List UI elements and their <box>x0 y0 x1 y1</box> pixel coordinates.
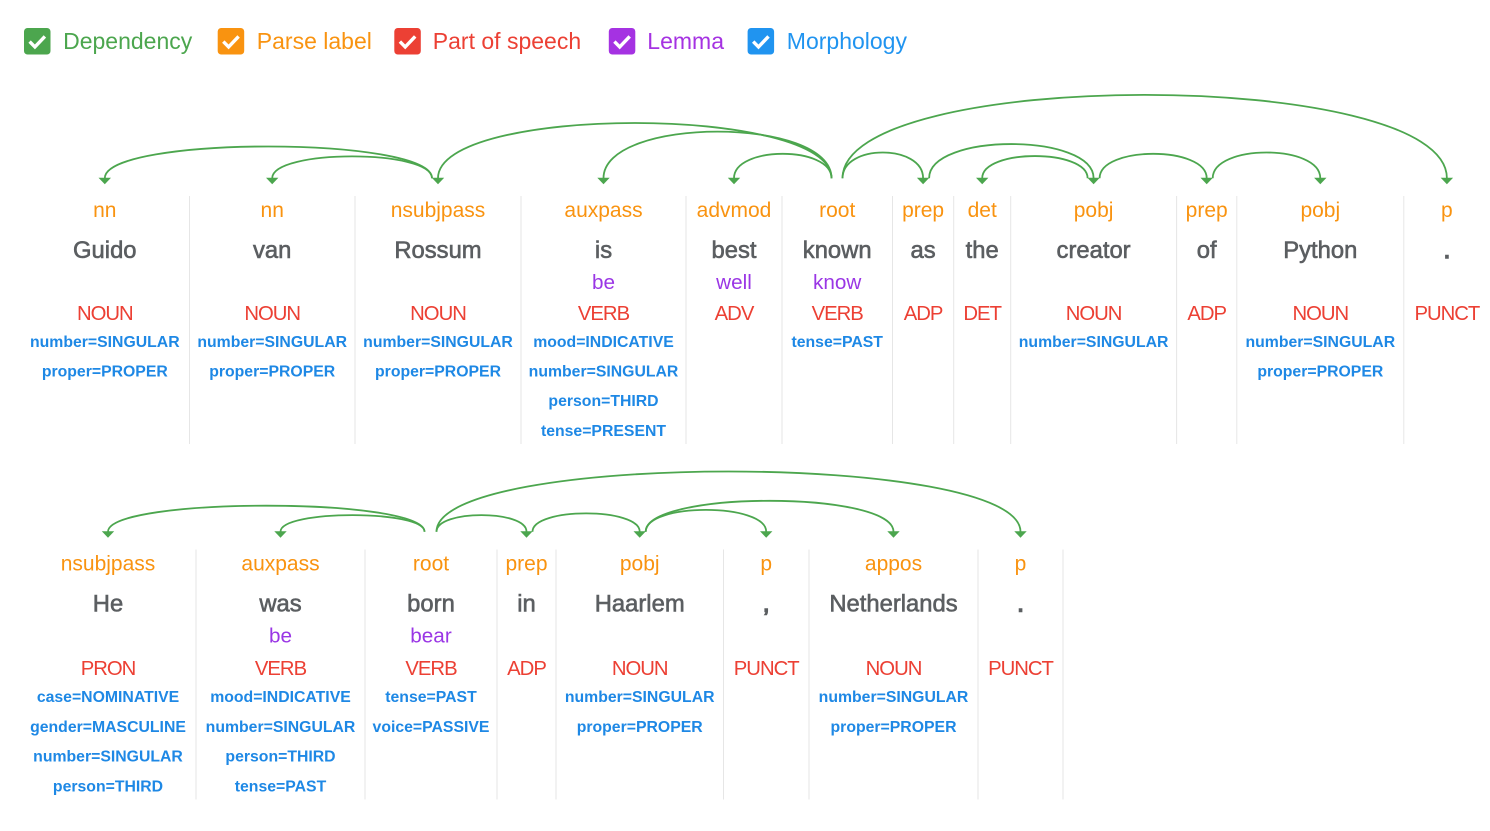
svg-text:NOUN: NOUN <box>612 658 668 680</box>
svg-text:number=SINGULAR: number=SINGULAR <box>1245 334 1395 351</box>
svg-text:number=SINGULAR: number=SINGULAR <box>30 334 180 351</box>
svg-text:person=THIRD: person=THIRD <box>548 393 658 410</box>
svg-text:gender=MASCULINE: gender=MASCULINE <box>30 719 186 736</box>
svg-text:proper=PROPER: proper=PROPER <box>209 364 336 381</box>
svg-text:DET: DET <box>963 303 1001 325</box>
svg-text:number=SINGULAR: number=SINGULAR <box>33 749 183 766</box>
svg-text:.: . <box>1017 591 1024 618</box>
svg-text:ADV: ADV <box>715 303 755 325</box>
svg-text:in: in <box>517 591 536 618</box>
svg-text:pobj: pobj <box>1074 199 1114 222</box>
svg-text:case=NOMINATIVE: case=NOMINATIVE <box>37 689 179 706</box>
svg-text:tense=PAST: tense=PAST <box>235 779 327 796</box>
svg-text:tense=PAST: tense=PAST <box>385 689 477 706</box>
svg-text:Rossum: Rossum <box>394 237 481 264</box>
svg-text:det: det <box>968 199 997 222</box>
svg-text:NOUN: NOUN <box>1292 303 1348 325</box>
svg-text:bear: bear <box>410 625 452 648</box>
svg-text:mood=INDICATIVE: mood=INDICATIVE <box>210 689 351 706</box>
svg-text:p: p <box>760 553 772 576</box>
svg-text:VERB: VERB <box>405 658 457 680</box>
svg-text:number=SINGULAR: number=SINGULAR <box>529 364 679 381</box>
svg-text:proper=PROPER: proper=PROPER <box>831 719 958 736</box>
svg-text:nn: nn <box>93 199 116 222</box>
svg-text:.: . <box>1444 237 1451 264</box>
svg-text:Dependency: Dependency <box>63 28 193 54</box>
svg-text:VERB: VERB <box>578 303 630 325</box>
svg-text:Parse label: Parse label <box>257 28 372 54</box>
svg-text:number=SINGULAR: number=SINGULAR <box>819 689 969 706</box>
svg-text:number=SINGULAR: number=SINGULAR <box>565 689 715 706</box>
svg-text:VERB: VERB <box>255 658 307 680</box>
svg-text:known: known <box>803 237 872 264</box>
svg-text:best: best <box>712 237 757 264</box>
svg-text:of: of <box>1197 237 1217 264</box>
svg-text:auxpass: auxpass <box>564 199 642 222</box>
svg-text:pobj: pobj <box>620 553 660 576</box>
svg-text:pobj: pobj <box>1300 199 1340 222</box>
svg-text:creator: creator <box>1057 237 1131 264</box>
svg-text:proper=PROPER: proper=PROPER <box>577 719 704 736</box>
svg-text:VERB: VERB <box>812 303 864 325</box>
svg-text:p: p <box>1441 199 1453 222</box>
svg-text:Part of speech: Part of speech <box>433 28 581 54</box>
svg-text:voice=PASSIVE: voice=PASSIVE <box>373 719 490 736</box>
svg-text:well: well <box>715 271 752 294</box>
svg-text:ADP: ADP <box>1187 303 1226 325</box>
svg-text:appos: appos <box>865 553 922 576</box>
svg-text:NOUN: NOUN <box>77 303 133 325</box>
svg-text:be: be <box>592 271 615 294</box>
svg-text:Morphology: Morphology <box>787 28 908 54</box>
svg-text:PUNCT: PUNCT <box>988 658 1053 680</box>
svg-text:prep: prep <box>505 553 547 576</box>
svg-text:auxpass: auxpass <box>241 553 319 576</box>
svg-text:ADP: ADP <box>507 658 546 680</box>
svg-text:proper=PROPER: proper=PROPER <box>1257 364 1384 381</box>
svg-text:,: , <box>763 591 770 618</box>
svg-text:proper=PROPER: proper=PROPER <box>375 364 502 381</box>
svg-text:Haarlem: Haarlem <box>595 591 685 618</box>
svg-text:was: was <box>258 591 301 618</box>
svg-text:nn: nn <box>261 199 284 222</box>
svg-text:mood=INDICATIVE: mood=INDICATIVE <box>533 334 674 351</box>
svg-text:NOUN: NOUN <box>410 303 466 325</box>
svg-text:He: He <box>93 591 123 618</box>
svg-text:number=SINGULAR: number=SINGULAR <box>206 719 356 736</box>
svg-text:PUNCT: PUNCT <box>734 658 799 680</box>
svg-text:proper=PROPER: proper=PROPER <box>42 364 169 381</box>
svg-text:prep: prep <box>902 199 944 222</box>
svg-text:the: the <box>966 237 999 264</box>
svg-text:PRON: PRON <box>81 658 136 680</box>
svg-text:NOUN: NOUN <box>244 303 300 325</box>
svg-text:number=SINGULAR: number=SINGULAR <box>197 334 347 351</box>
svg-text:van: van <box>253 237 291 264</box>
svg-text:Guido: Guido <box>73 237 137 264</box>
svg-text:Python: Python <box>1283 237 1357 264</box>
svg-text:person=THIRD: person=THIRD <box>225 749 335 766</box>
svg-text:Lemma: Lemma <box>647 28 724 54</box>
svg-text:number=SINGULAR: number=SINGULAR <box>1019 334 1169 351</box>
svg-text:be: be <box>269 625 292 648</box>
svg-text:NOUN: NOUN <box>866 658 922 680</box>
svg-text:know: know <box>813 271 861 294</box>
svg-text:p: p <box>1015 553 1027 576</box>
svg-text:root: root <box>819 199 855 222</box>
svg-text:number=SINGULAR: number=SINGULAR <box>363 334 513 351</box>
svg-text:advmod: advmod <box>697 199 772 222</box>
svg-text:nsubjpass: nsubjpass <box>61 553 156 576</box>
svg-text:born: born <box>407 591 455 618</box>
svg-text:prep: prep <box>1186 199 1228 222</box>
svg-text:NOUN: NOUN <box>1066 303 1122 325</box>
svg-text:Netherlands: Netherlands <box>829 591 957 618</box>
svg-text:person=THIRD: person=THIRD <box>53 779 163 796</box>
svg-text:tense=PRESENT: tense=PRESENT <box>541 423 666 440</box>
svg-text:is: is <box>595 237 612 264</box>
svg-text:nsubjpass: nsubjpass <box>391 199 486 222</box>
svg-text:PUNCT: PUNCT <box>1414 303 1479 325</box>
svg-text:as: as <box>911 237 936 264</box>
svg-text:tense=PAST: tense=PAST <box>791 334 883 351</box>
svg-text:ADP: ADP <box>904 303 943 325</box>
svg-text:root: root <box>413 553 449 576</box>
